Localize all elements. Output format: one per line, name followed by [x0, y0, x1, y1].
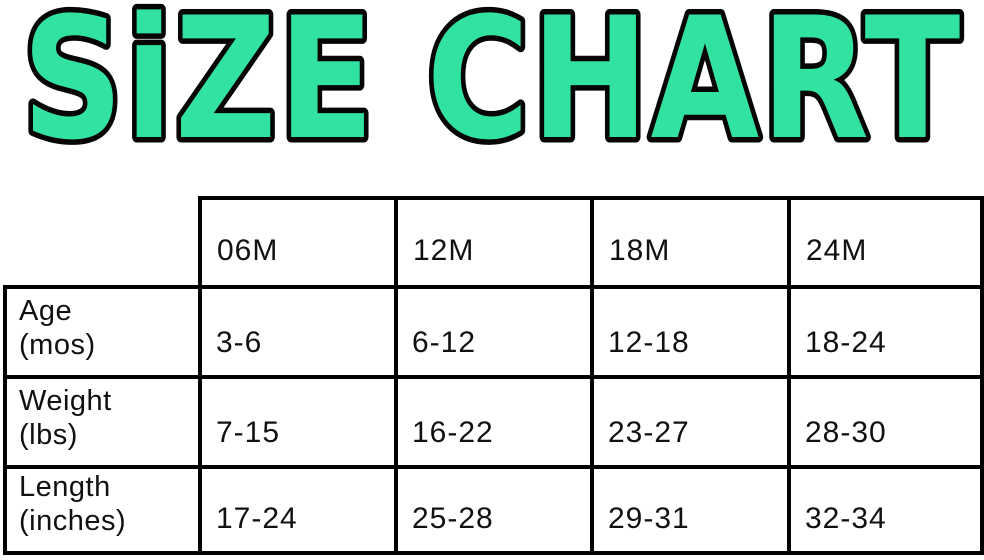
table-row-age: Age (mos) 3-6 6-12 12-18 18-24	[3, 285, 984, 379]
row-label-length: Length (inches)	[3, 465, 202, 555]
age-value-06m: 3-6	[198, 285, 398, 379]
length-value-06m: 17-24	[198, 465, 398, 555]
length-value-18m: 29-31	[590, 465, 791, 555]
row-label-weight: Weight (lbs)	[3, 375, 202, 469]
page-title: SiZE CHART	[0, 0, 984, 183]
table-header-row: 06M 12M 18M 24M	[5, 196, 984, 289]
row-label-weight-unit: (lbs)	[19, 418, 78, 451]
weight-value-06m: 7-15	[198, 375, 398, 469]
age-value-18m: 12-18	[590, 285, 791, 379]
column-header-24m: 24M	[787, 196, 984, 289]
column-header-12m: 12M	[394, 196, 594, 289]
row-label-weight-name: Weight	[19, 384, 112, 417]
blank-corner-cell	[5, 198, 200, 287]
title-bubble-art: SiZE CHART	[17, 0, 966, 183]
row-label-age: Age (mos)	[3, 285, 202, 379]
column-header-06m: 06M	[198, 196, 398, 289]
weight-value-24m: 28-30	[787, 375, 984, 469]
table-row-length: Length (inches) 17-24 25-28 29-31 32-34	[3, 465, 984, 555]
age-value-24m: 18-24	[787, 285, 984, 379]
weight-value-18m: 23-27	[590, 375, 791, 469]
row-label-age-name: Age	[19, 294, 73, 327]
row-label-length-name: Length	[19, 470, 111, 503]
length-value-24m: 32-34	[787, 465, 984, 555]
weight-value-12m: 16-22	[394, 375, 594, 469]
title-text: SiZE CHART	[22, 0, 962, 168]
row-label-age-unit: (mos)	[19, 328, 96, 361]
size-chart-table: 06M 12M 18M 24M Age (mos) 3-6 6-12 12-18…	[3, 196, 984, 555]
length-value-12m: 25-28	[394, 465, 594, 555]
row-label-length-unit: (inches)	[19, 504, 127, 537]
age-value-12m: 6-12	[394, 285, 594, 379]
table-row-weight: Weight (lbs) 7-15 16-22 23-27 28-30	[3, 375, 984, 469]
column-header-18m: 18M	[590, 196, 791, 289]
